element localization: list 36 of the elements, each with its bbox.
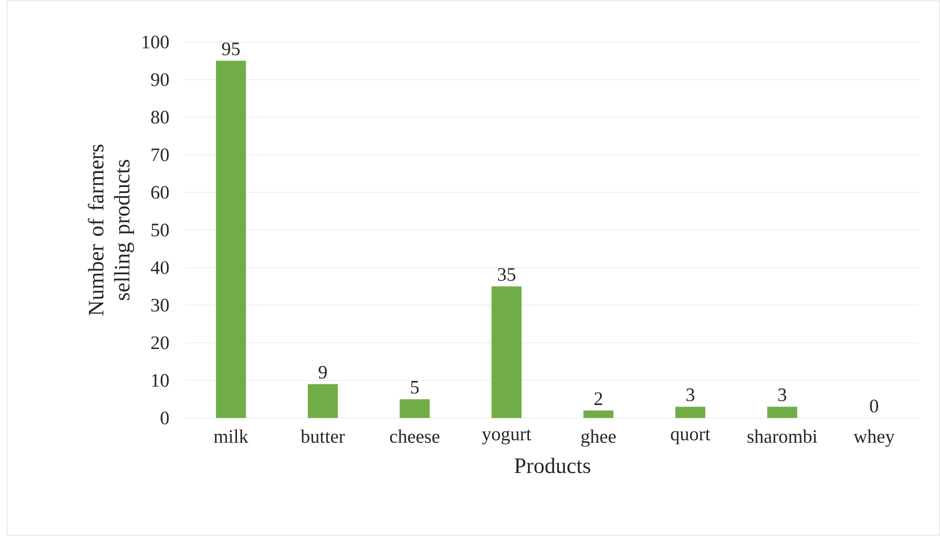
bar	[583, 410, 614, 418]
bar	[400, 399, 430, 418]
x-tick-label: sharombi	[748, 430, 818, 443]
x-axis-title: Products	[514, 458, 590, 474]
y-tick-label: 60	[151, 186, 169, 199]
x-tick-label: cheese	[390, 430, 440, 443]
y-tick-label: 20	[151, 336, 169, 350]
data-label: 3	[778, 388, 786, 402]
bar	[308, 384, 338, 418]
data-label: 95	[222, 42, 240, 56]
y-tick-label: 90	[151, 73, 169, 86]
bar	[216, 60, 246, 418]
data-label: 2	[594, 392, 602, 405]
y-tick-label: 10	[152, 374, 169, 387]
bar	[767, 406, 798, 418]
y-axis-title: Number of farmers selling products	[88, 144, 134, 316]
y-tick-label: 70	[152, 148, 169, 162]
data-label: 35	[498, 268, 516, 281]
y-tick-label: 40	[150, 261, 169, 274]
x-tick-label: butter	[300, 430, 345, 443]
data-label: 0	[870, 400, 878, 412]
y-tick-label: 50	[152, 224, 169, 236]
data-label: 3	[686, 388, 694, 402]
y-tick-label: 30	[151, 298, 169, 312]
bar	[675, 406, 706, 418]
x-tick-label: milk	[214, 430, 248, 443]
x-tick-label: yogurt	[482, 430, 532, 444]
x-tick-label: ghee	[581, 430, 616, 447]
data-label: 5	[411, 381, 419, 394]
y-tick-label: 0	[160, 412, 169, 424]
y-tick-label: 80	[151, 110, 169, 124]
x-tick-label: whey	[854, 430, 895, 447]
data-label: 9	[318, 366, 327, 379]
x-tick-label: quort	[670, 430, 710, 444]
y-tick-label: 100	[142, 36, 169, 48]
bar	[492, 286, 522, 418]
